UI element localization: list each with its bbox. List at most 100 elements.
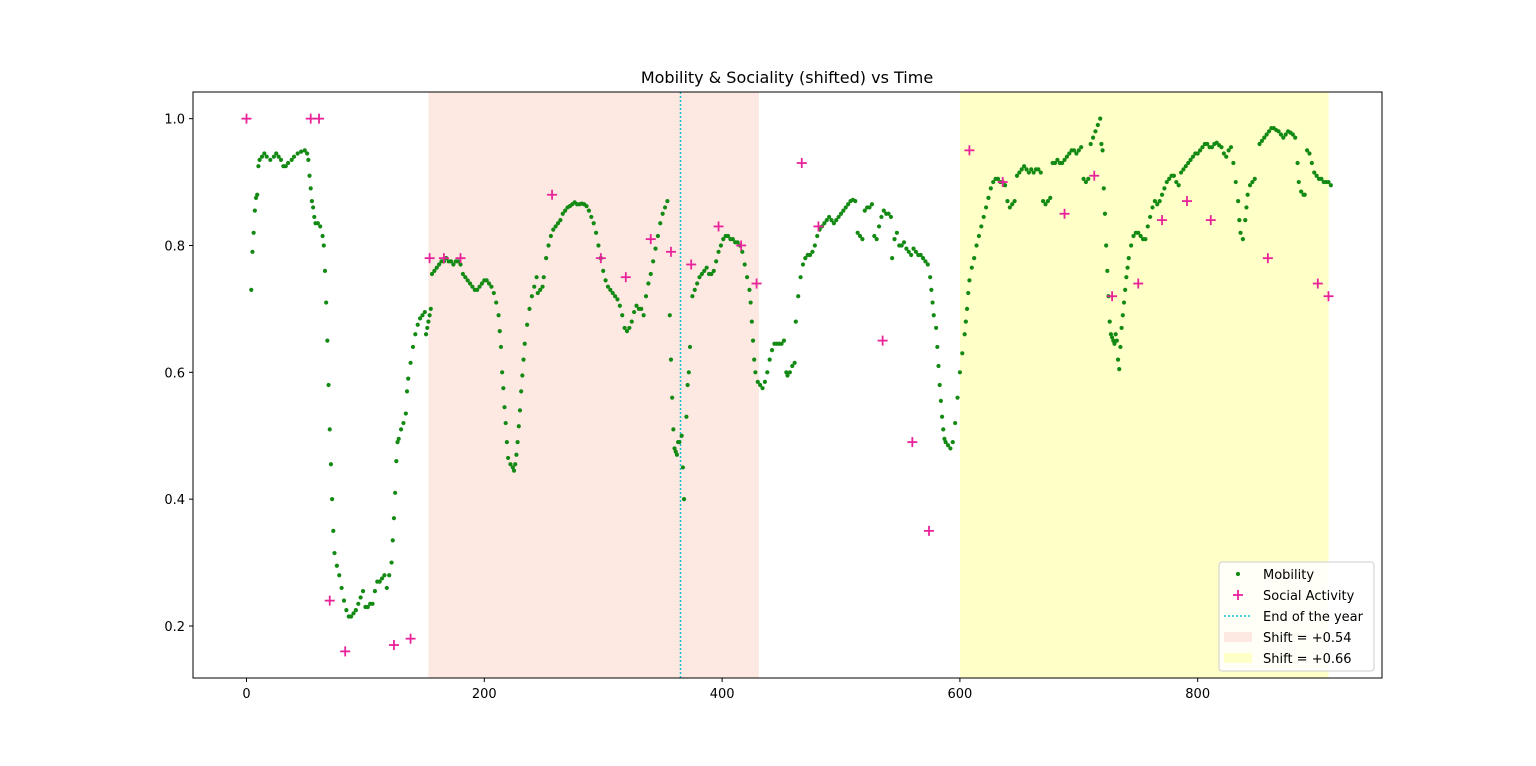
mobility-point (967, 278, 972, 283)
mobility-point (665, 198, 670, 204)
mobility-point (494, 300, 499, 305)
mobility-point (1238, 230, 1243, 235)
mobility-point (426, 319, 431, 324)
mobility-point (308, 186, 313, 191)
mobility-point (1055, 157, 1060, 162)
mobility-point (1079, 145, 1084, 150)
social-activity-point (997, 177, 1008, 188)
mobility-point (686, 370, 691, 375)
y-tick-label: 1.0 (164, 113, 185, 128)
mobility-point (860, 237, 865, 242)
mobility-point (1124, 275, 1129, 280)
mobility-point (1157, 198, 1162, 204)
mobility-point (321, 243, 326, 248)
mobility-point (384, 585, 389, 591)
mobility-point (432, 268, 437, 273)
mobility-point (422, 309, 427, 315)
legend-label: Social Activity (1263, 589, 1355, 604)
mobility-point (286, 160, 291, 166)
mobility-point (857, 233, 863, 239)
mobility-point (467, 281, 473, 286)
mobility-point (1176, 183, 1181, 188)
mobility-point (318, 224, 323, 229)
mobility-point (326, 382, 331, 388)
mobility-point (365, 604, 370, 610)
mobility-point (1247, 183, 1253, 188)
mobility-point (527, 306, 532, 311)
mobility-point (1237, 218, 1242, 223)
mobility-point (268, 157, 273, 162)
mobility-point (529, 294, 534, 299)
mobility-point (790, 363, 795, 369)
mobility-point (1031, 170, 1036, 175)
mobility-point (620, 313, 625, 318)
mobility-point (668, 357, 674, 362)
mobility-point (328, 462, 334, 467)
mobility-point (605, 284, 611, 289)
mobility-point (486, 281, 492, 286)
mobility-point (718, 243, 724, 248)
mobility-point (957, 370, 963, 375)
mobility-point (584, 204, 589, 209)
mobility-point (1183, 164, 1188, 169)
social-activity-point (645, 234, 656, 245)
mobility-point (899, 243, 904, 248)
mobility-point (257, 157, 262, 162)
mobility-point (408, 360, 413, 365)
social-activity-point (455, 253, 466, 264)
mobility-point (648, 271, 653, 277)
mobility-point (425, 325, 430, 331)
mobility-point (1209, 145, 1215, 150)
social-activity-point (713, 221, 724, 232)
mobility-point (1014, 173, 1020, 178)
social-activity-point (1089, 170, 1100, 181)
mobility-point (792, 360, 797, 365)
mobility-point (382, 573, 387, 578)
mobility-point (888, 214, 894, 220)
mobility-point (755, 379, 760, 384)
mobility-point (714, 259, 719, 264)
mobility-point (1071, 148, 1077, 153)
mobility-point (310, 205, 316, 210)
mobility-point (862, 208, 867, 213)
mobility-point (395, 439, 400, 445)
mobility-point (1062, 157, 1067, 162)
social-activity-point (314, 113, 325, 124)
mobility-point (979, 224, 984, 229)
mobility-point (872, 233, 877, 239)
mobility-point (271, 154, 276, 159)
social-activity-point (324, 595, 335, 606)
mobility-point (846, 202, 851, 207)
mobility-point (307, 173, 312, 178)
mobility-point (1081, 176, 1086, 181)
social-activity-point (405, 633, 416, 644)
mobility-point (673, 449, 678, 454)
social-activity-point (1323, 291, 1334, 302)
mobility-point (358, 595, 363, 600)
social-activity-point (547, 189, 558, 200)
mobility-point (1115, 357, 1121, 362)
mobility-point (1105, 268, 1110, 273)
mobility-point (500, 370, 505, 375)
mobility-point (484, 278, 489, 283)
mobility-point (966, 290, 971, 296)
mobility-point (390, 538, 395, 543)
mobility-point (1152, 198, 1158, 204)
social-activity-point (1182, 196, 1193, 207)
mobility-point (276, 154, 281, 159)
mobility-point (1264, 132, 1269, 137)
mobility-point (681, 497, 687, 502)
mobility-point (404, 389, 410, 394)
mobility-point (928, 275, 933, 280)
mobility-point (1117, 367, 1122, 372)
mobility-point (540, 284, 545, 289)
mobility-point (680, 465, 685, 470)
mobility-point (869, 202, 875, 207)
mobility-point (1090, 135, 1096, 140)
mobility-point (918, 252, 923, 258)
social-activity-point (1312, 278, 1323, 289)
mobility-point (1243, 218, 1248, 223)
mobility-point (546, 243, 551, 248)
mobility-point (749, 319, 754, 324)
mobility-point (1123, 287, 1128, 292)
